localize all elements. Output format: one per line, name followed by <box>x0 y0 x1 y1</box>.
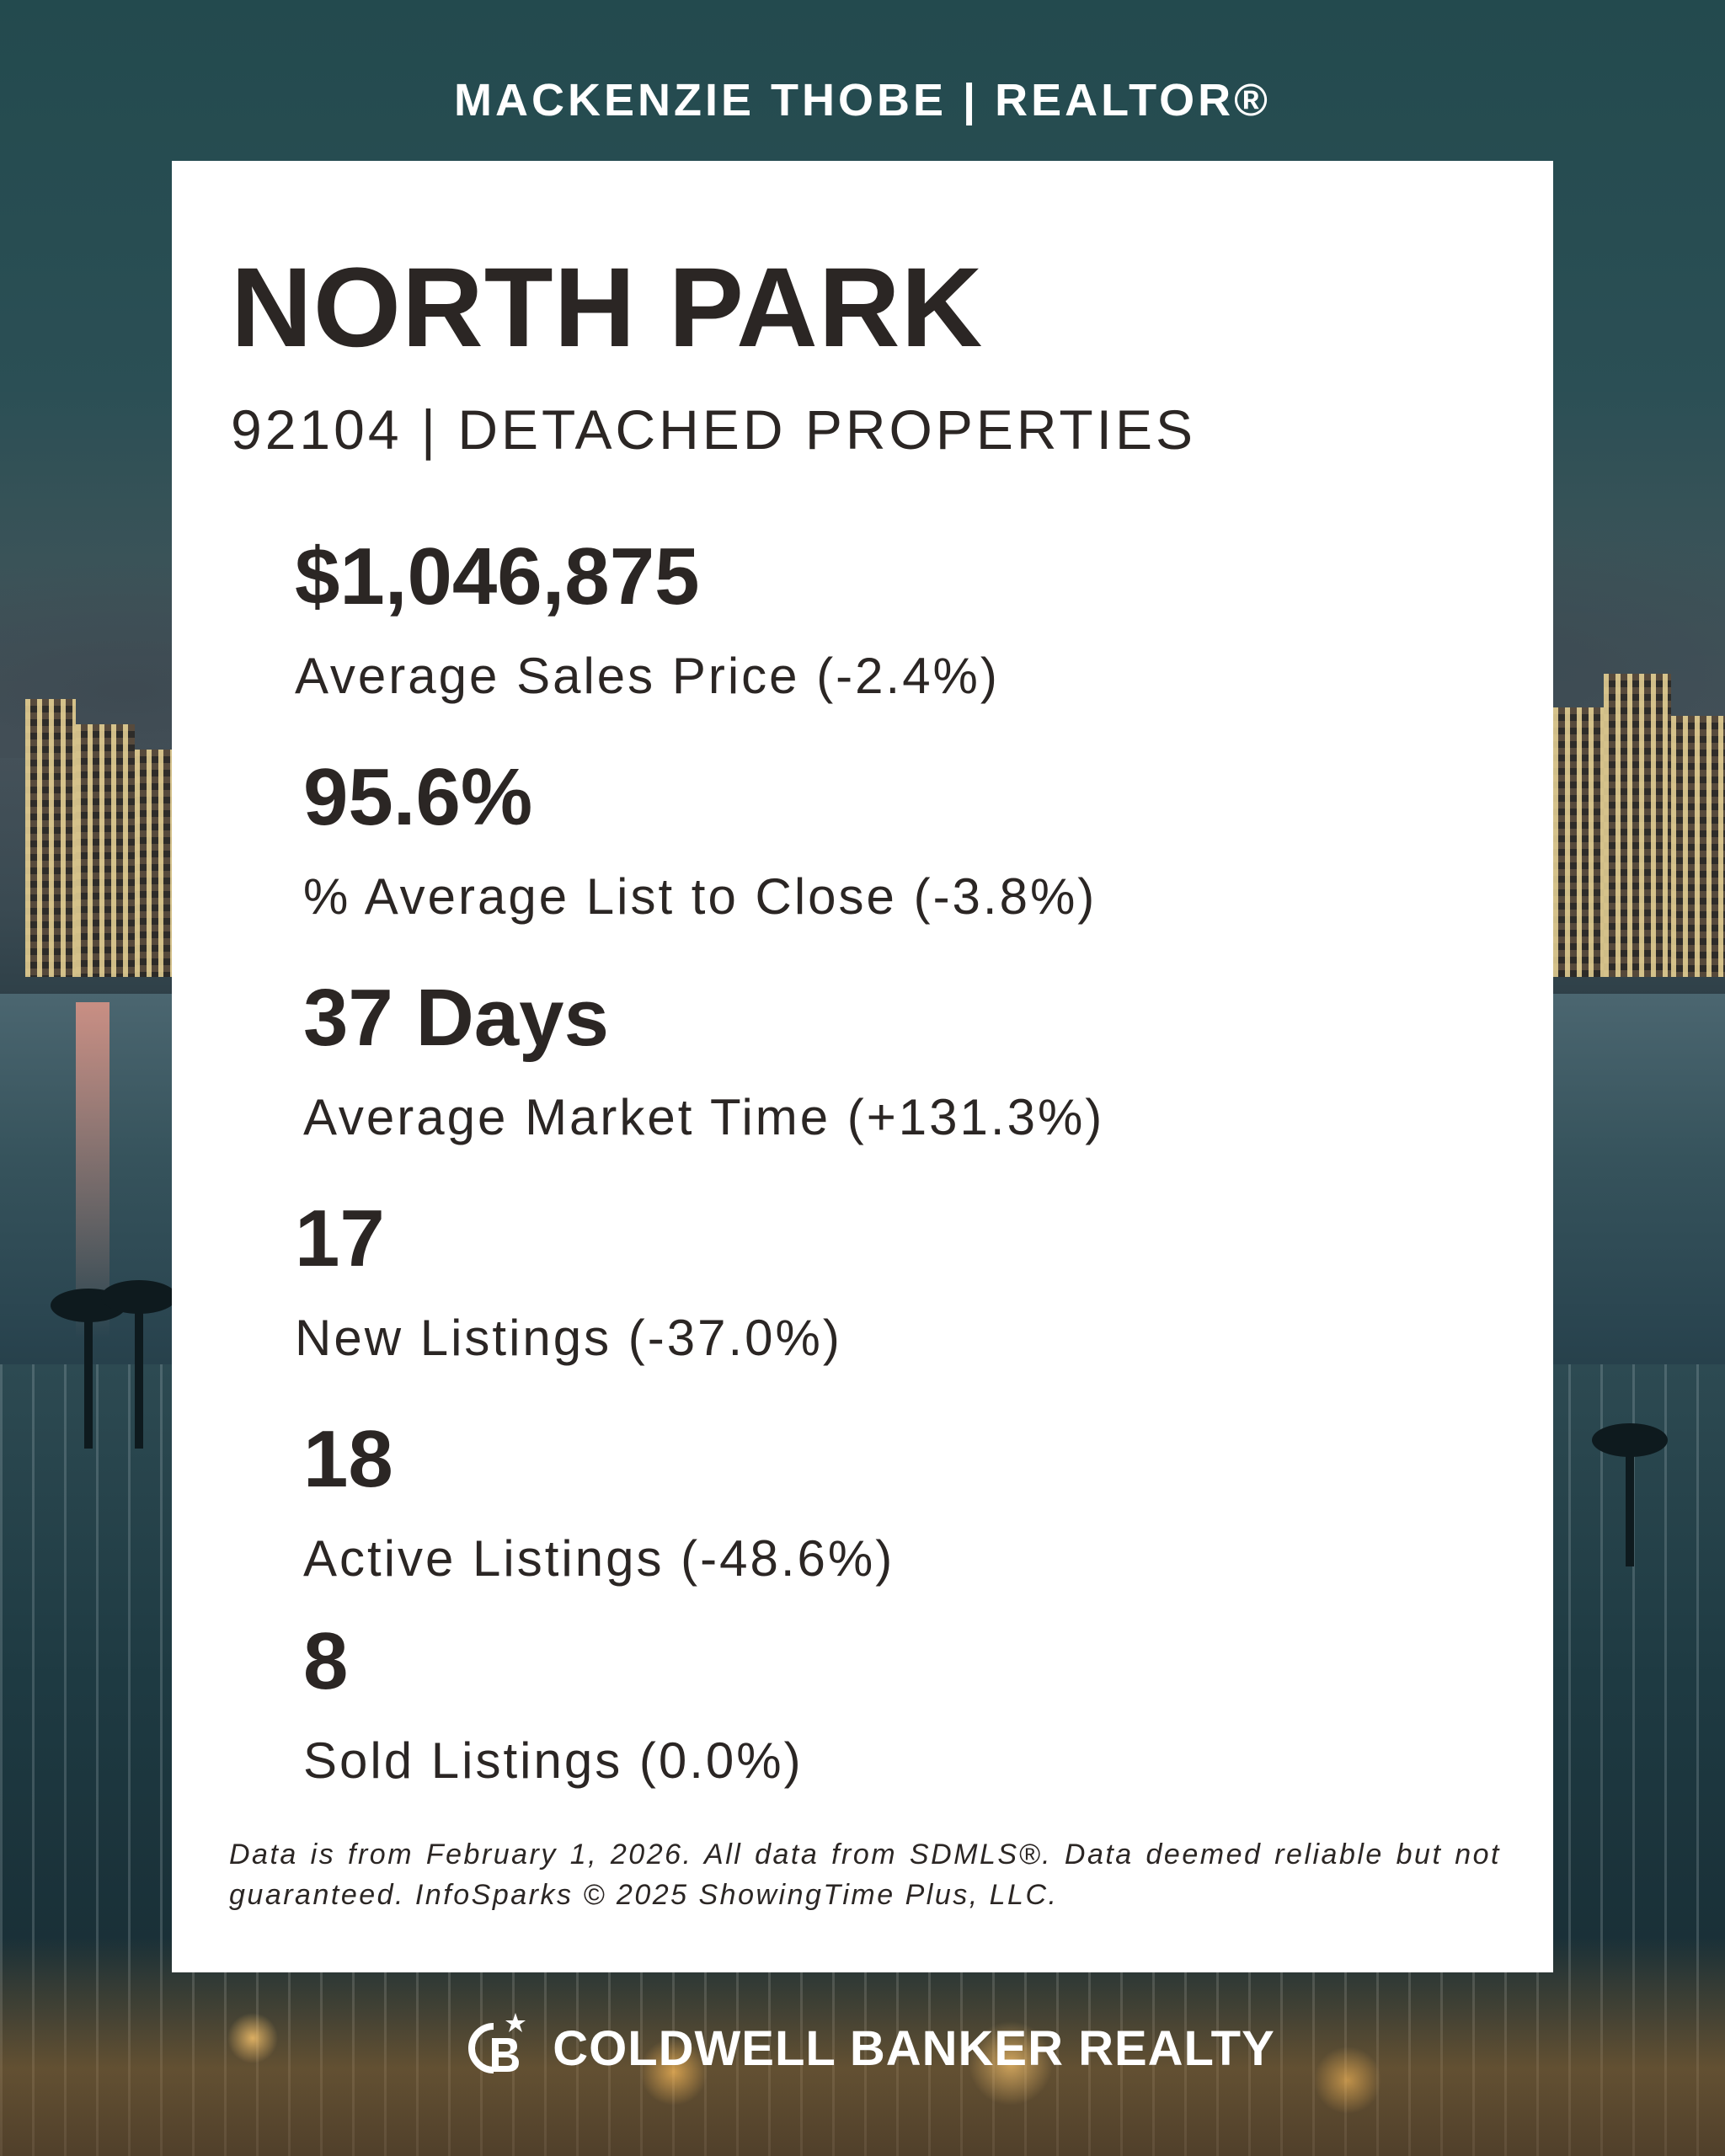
background-building <box>1553 707 1604 977</box>
stat-list-to-close: 95.6% % Average List to Close (-3.8%) <box>303 757 1097 922</box>
stat-new-listings: 17 New Listings (-37.0%) <box>295 1198 842 1364</box>
background-palm <box>1592 1423 1668 1566</box>
stat-label: Average Sales Price (-2.4%) <box>295 648 1000 704</box>
stat-sold-listings: 8 Sold Listings (0.0%) <box>303 1621 804 1786</box>
stat-label: Active Listings (-48.6%) <box>303 1530 895 1587</box>
stat-value: 37 Days <box>303 973 609 1063</box>
brand-name: COLDWELL BANKER REALTY <box>553 2020 1275 2076</box>
property-subtitle: 92104 | DETACHED PROPERTIES <box>231 398 1197 461</box>
neighborhood-title: NORTH PARK <box>231 245 984 371</box>
stat-market-time: 37 Days Average Market Time (+131.3%) <box>303 978 1104 1143</box>
stat-active-listings: 18 Active Listings (-48.6%) <box>303 1419 895 1584</box>
stat-value: $1,046,875 <box>295 531 700 622</box>
stat-value: 17 <box>295 1193 385 1283</box>
background-building <box>135 750 172 977</box>
background-reflection <box>76 1002 109 1339</box>
background-palm <box>51 1289 126 1449</box>
background-building <box>1604 674 1671 977</box>
stat-label: Average Market Time (+131.3%) <box>303 1089 1105 1145</box>
background-building <box>76 724 135 977</box>
stat-label: % Average List to Close (-3.8%) <box>303 868 1097 925</box>
background-palm <box>101 1280 177 1449</box>
background-building <box>25 699 76 977</box>
agent-name: MACKENZIE THOBE | REALTOR® <box>454 75 1271 125</box>
background-lights <box>0 1937 1725 2156</box>
coldwell-banker-logo-icon <box>468 2013 526 2073</box>
stat-value: 8 <box>303 1616 349 1706</box>
brand-logo: COLDWELL BANKER REALTY <box>455 2013 1280 2082</box>
market-stats-card: NORTH PARK 92104 | DETACHED PROPERTIES $… <box>172 161 1553 1972</box>
stat-value: 95.6% <box>303 752 533 842</box>
stat-average-sales-price: $1,046,875 Average Sales Price (-2.4%) <box>295 536 1000 702</box>
stat-label: New Listings (-37.0%) <box>295 1310 842 1366</box>
data-disclaimer: Data is from February 1, 2026. All data … <box>229 1838 1501 1911</box>
stat-value: 18 <box>303 1414 393 1504</box>
stat-label: Sold Listings (0.0%) <box>303 1732 804 1789</box>
background-building <box>1671 716 1725 977</box>
